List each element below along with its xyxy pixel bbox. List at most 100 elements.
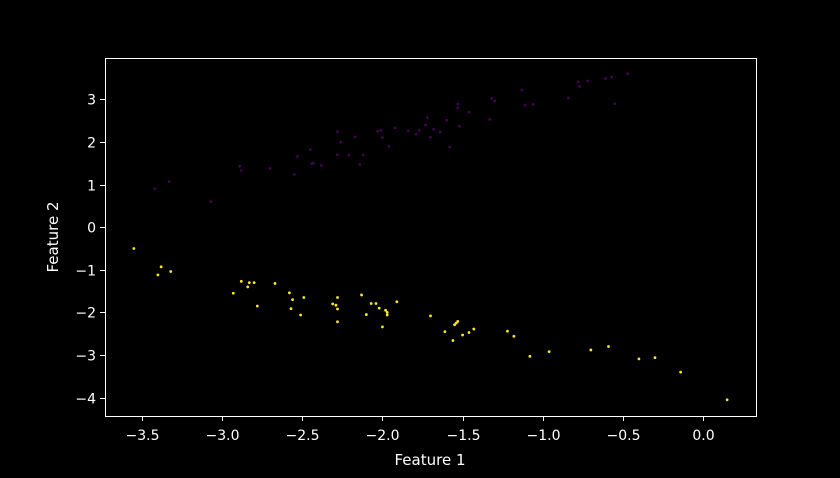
data-point-series-0-13 [336, 153, 339, 157]
x-tick-label: −2.5 [286, 428, 320, 444]
data-point-series-0-36 [457, 124, 461, 128]
data-point-series-0-1 [167, 180, 171, 184]
data-point-series-0-11 [320, 164, 323, 167]
y-tick-label: 0 [87, 221, 96, 237]
data-point-series-0-0 [153, 187, 157, 191]
data-point-series-1-8 [252, 281, 256, 284]
x-tick-label: −3.0 [206, 428, 240, 444]
data-point-series-0-23 [393, 126, 397, 130]
data-point-series-1-20 [336, 307, 339, 311]
data-point-series-1-16 [331, 302, 335, 306]
data-point-series-1-46 [637, 357, 641, 361]
data-point-series-1-47 [653, 356, 657, 360]
data-point-series-1-11 [288, 291, 291, 295]
data-point-series-1-23 [369, 302, 373, 305]
data-point-series-1-44 [589, 348, 593, 352]
data-point-series-0-34 [456, 102, 460, 106]
data-point-series-0-44 [567, 96, 570, 100]
data-point-series-0-46 [578, 85, 582, 88]
data-point-series-0-27 [424, 123, 428, 127]
x-tick-label: −2.0 [366, 428, 400, 444]
plot-frame [105, 58, 757, 417]
data-point-series-1-45 [607, 345, 610, 348]
data-point-series-0-26 [417, 128, 421, 132]
data-point-series-0-2 [209, 200, 213, 204]
data-point-series-1-3 [169, 270, 173, 273]
data-point-series-1-9 [255, 304, 259, 308]
data-point-series-0-40 [493, 99, 497, 103]
data-point-series-1-48 [679, 370, 683, 374]
x-tick-label: −1.5 [447, 428, 481, 444]
y-tick-label: −4 [75, 392, 96, 408]
data-point-series-0-19 [376, 129, 379, 133]
data-point-series-1-7 [247, 281, 251, 284]
data-point-series-1-31 [429, 314, 432, 318]
x-tick-label: −1.0 [527, 428, 561, 444]
data-point-series-1-0 [132, 247, 136, 250]
data-point-series-0-30 [432, 127, 436, 131]
y-tick-label: −1 [75, 264, 96, 280]
x-tick-label: −3.5 [126, 428, 160, 444]
x-axis-label: Feature 1 [395, 451, 466, 469]
data-point-series-0-50 [613, 102, 617, 105]
data-point-series-0-38 [488, 117, 492, 121]
data-point-series-0-43 [531, 103, 535, 106]
data-point-series-0-5 [268, 166, 272, 170]
y-tick-label: 1 [87, 179, 96, 195]
data-point-series-0-24 [406, 129, 410, 133]
data-point-series-0-31 [438, 130, 442, 134]
data-point-series-0-20 [379, 129, 383, 132]
data-point-series-0-14 [339, 140, 343, 144]
data-point-series-0-21 [381, 136, 384, 140]
data-point-series-0-12 [336, 130, 339, 134]
data-point-series-1-1 [156, 273, 160, 277]
data-point-series-1-25 [377, 306, 381, 310]
data-point-series-1-5 [239, 279, 243, 283]
data-point-series-1-21 [360, 293, 363, 297]
data-point-series-0-6 [292, 172, 296, 176]
data-point-series-0-35 [456, 106, 460, 110]
data-point-series-1-38 [467, 331, 471, 334]
y-tick-label: −3 [75, 349, 96, 365]
data-point-series-1-19 [336, 296, 339, 299]
data-point-series-1-13 [291, 298, 294, 302]
data-point-series-0-3 [238, 164, 242, 168]
data-point-series-0-17 [358, 163, 362, 166]
data-point-series-1-14 [299, 313, 303, 317]
data-point-series-0-10 [310, 162, 314, 166]
data-point-series-0-7 [296, 155, 299, 158]
plot-points [132, 72, 729, 402]
data-point-series-0-48 [603, 77, 607, 80]
data-point-series-1-12 [289, 307, 293, 310]
data-point-series-0-8 [308, 148, 312, 152]
data-point-series-1-49 [725, 398, 729, 402]
data-point-series-0-39 [490, 97, 493, 100]
data-point-series-1-22 [364, 313, 368, 316]
x-tick-label: −0.5 [607, 428, 641, 444]
data-point-series-1-26 [381, 325, 384, 329]
data-point-series-1-42 [528, 354, 532, 358]
data-point-series-0-29 [429, 135, 432, 139]
x-axis-ticks: −3.5 −3.0 −2.5 −2.0 −1.5 −1.0 −0.5 0.0 [126, 416, 715, 444]
data-point-series-1-41 [512, 334, 516, 338]
data-point-series-1-39 [472, 327, 476, 331]
data-point-series-0-28 [425, 116, 429, 120]
data-point-series-0-18 [361, 153, 365, 157]
data-point-series-1-17 [334, 303, 338, 307]
data-point-series-0-49 [610, 75, 614, 79]
data-point-series-0-37 [467, 110, 471, 114]
data-point-series-0-16 [353, 135, 357, 139]
data-point-series-1-29 [385, 313, 389, 317]
data-point-series-0-32 [445, 118, 448, 122]
y-tick-label: 3 [87, 93, 96, 109]
data-point-series-1-30 [395, 300, 399, 304]
data-point-series-1-27 [384, 308, 387, 312]
y-axis-label: Feature 2 [44, 202, 62, 273]
data-point-series-1-24 [374, 302, 378, 305]
data-point-series-1-4 [231, 291, 235, 295]
data-point-series-0-45 [576, 80, 580, 84]
data-point-series-1-37 [461, 333, 464, 337]
data-point-series-1-2 [159, 265, 163, 269]
x-tick-label: 0.0 [692, 428, 714, 444]
